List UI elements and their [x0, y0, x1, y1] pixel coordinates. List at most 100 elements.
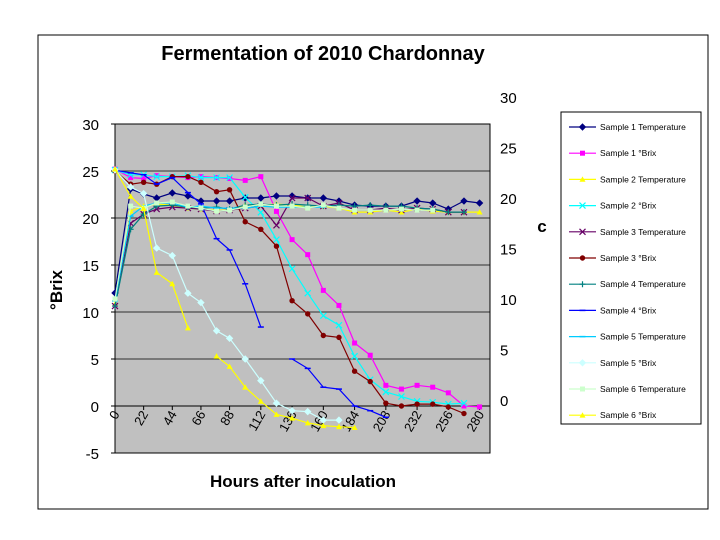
data-point — [226, 187, 233, 193]
tick-label-x: 88 — [217, 408, 237, 428]
data-point — [578, 123, 587, 131]
data-point — [336, 334, 342, 341]
data-point — [475, 199, 484, 207]
legend-item: Sample 4 °Brix — [569, 305, 657, 315]
series-8 — [112, 169, 389, 419]
series-10 — [111, 166, 343, 424]
data-point — [367, 207, 373, 213]
data-point — [414, 401, 420, 407]
data-point — [168, 251, 176, 260]
tick-label-y-right: 20 — [500, 191, 517, 208]
data-point — [579, 281, 586, 288]
data-point — [169, 199, 175, 205]
data-point — [242, 177, 248, 183]
data-point — [214, 208, 220, 214]
tick-label-y-right: 10 — [500, 292, 517, 309]
data-point — [320, 202, 326, 208]
tick-label-y-left: 5 — [91, 352, 99, 369]
tick-label-y-left: 25 — [82, 164, 99, 181]
data-point — [398, 209, 405, 215]
tick-label-y-left: 20 — [82, 211, 99, 228]
legend-label: Sample 2 °Brix — [600, 201, 657, 211]
data-point — [257, 398, 264, 404]
legend-item: Sample 2 Temperature — [569, 174, 686, 184]
data-point — [257, 194, 265, 202]
legend-label: Sample 2 Temperature — [600, 174, 686, 184]
legend-label: Sample 4 Temperature — [600, 279, 686, 289]
data-point — [429, 199, 437, 207]
data-point — [445, 209, 452, 216]
data-point — [127, 193, 134, 199]
legend-label: Sample 1 Temperature — [600, 122, 686, 132]
legend-label: Sample 6 Temperature — [600, 384, 686, 394]
tick-label-y-right: 25 — [500, 141, 517, 158]
data-point — [289, 203, 295, 209]
legend-item: Sample 3 °Brix — [569, 253, 657, 263]
tick-label-y-right: 0 — [500, 393, 508, 410]
data-point — [272, 192, 281, 200]
data-point — [273, 411, 280, 417]
legend-label: Sample 4 °Brix — [600, 305, 657, 315]
data-point — [241, 193, 249, 201]
legend-label: Sample 3 Temperature — [600, 227, 686, 237]
legend-item: Sample 6 Temperature — [569, 384, 686, 394]
data-point — [579, 228, 586, 236]
data-point — [336, 302, 342, 308]
data-point — [153, 269, 160, 275]
data-point — [154, 200, 160, 206]
data-point — [382, 388, 390, 396]
data-point — [460, 209, 467, 216]
data-point — [305, 205, 311, 211]
legend-item: Sample 2 °Brix — [569, 201, 657, 211]
data-point — [242, 204, 248, 210]
data-point — [398, 393, 405, 401]
data-point — [460, 197, 468, 205]
data-point — [225, 334, 234, 343]
tick-label-y-right: 15 — [500, 242, 517, 259]
legend-item: Sample 6 °Brix — [569, 410, 657, 420]
tick-label-y-left: 30 — [82, 117, 99, 134]
data-point — [580, 150, 585, 156]
data-point — [273, 221, 280, 229]
data-point — [414, 207, 420, 213]
data-point — [430, 401, 436, 407]
legend-label: Sample 1 °Brix — [600, 148, 657, 158]
data-point — [273, 236, 280, 244]
data-point — [288, 406, 296, 415]
data-point — [112, 296, 118, 302]
y-axis-right: 0 5 10 15 20 25 30 — [500, 90, 517, 410]
legend-item: Sample 5 °Brix — [569, 358, 657, 368]
data-point — [320, 332, 327, 339]
data-point — [140, 211, 147, 218]
tick-label-x: 66 — [188, 408, 208, 428]
data-point — [367, 378, 373, 385]
data-point — [367, 352, 373, 358]
series-12 — [112, 166, 358, 431]
series-11 — [112, 199, 436, 302]
legend-item: Sample 5 Temperature — [569, 332, 686, 342]
data-point — [461, 403, 467, 409]
data-point — [335, 321, 343, 329]
tick-label-x: 22 — [131, 408, 151, 428]
legend-label: Sample 5 °Brix — [600, 358, 657, 368]
data-point — [351, 368, 358, 374]
data-point — [184, 289, 192, 297]
data-point — [289, 237, 295, 243]
data-point — [198, 179, 204, 185]
data-point — [305, 311, 311, 317]
tick-label-y-left: 15 — [82, 258, 99, 275]
data-point — [197, 298, 205, 307]
data-point — [288, 265, 296, 273]
series-line — [114, 168, 355, 429]
legend-label: Sample 5 Temperature — [600, 332, 686, 342]
data-point — [198, 205, 204, 211]
data-point — [226, 363, 233, 369]
data-point — [383, 207, 389, 213]
data-point — [579, 176, 586, 182]
data-point — [242, 384, 249, 390]
chart-title: Fermentation of 2010 Chardonnay — [161, 43, 485, 65]
legend-item: Sample 3 Temperature — [569, 227, 686, 237]
data-point — [445, 404, 452, 410]
data-point — [289, 415, 296, 421]
